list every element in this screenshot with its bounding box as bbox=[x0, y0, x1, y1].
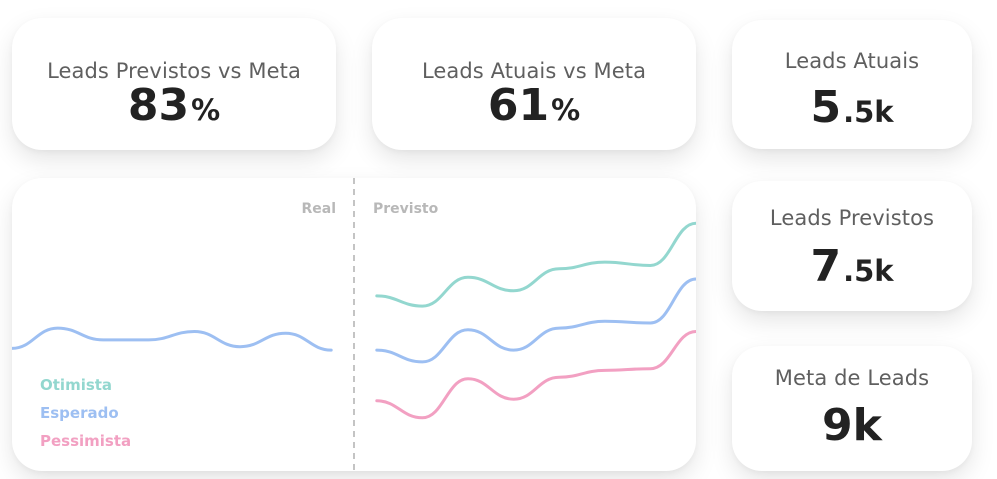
kpi-value: 61% bbox=[372, 84, 696, 128]
kpi-number: 83 bbox=[127, 80, 190, 131]
series-line-real bbox=[12, 326, 333, 352]
chart-legend: Otimista Esperado Pessimista bbox=[40, 376, 131, 450]
kpi-card-leads-atuais: Leads Atuais 5.5k bbox=[732, 20, 972, 149]
kpi-suffix: .5k bbox=[843, 95, 894, 129]
kpi-value: 5.5k bbox=[732, 86, 972, 130]
forecast-line-chart: Real Previsto Otimista Esperado Pessimista bbox=[12, 178, 696, 471]
kpi-label: Meta de Leads bbox=[774, 366, 930, 390]
series-layer bbox=[12, 221, 696, 420]
forecast-chart-card: Real Previsto Otimista Esperado Pessimista bbox=[12, 178, 696, 471]
phase-label-previsto: Previsto bbox=[373, 201, 439, 217]
kpi-value: 83% bbox=[12, 84, 336, 128]
kpi-card-leads-atuais-vs-meta: Leads Atuais vs Meta 61% bbox=[372, 18, 696, 150]
kpi-value: 7.5k bbox=[732, 245, 972, 289]
kpi-card-meta-de-leads: Meta de Leads 9k bbox=[732, 346, 972, 471]
series-line-pessimista bbox=[375, 330, 696, 420]
kpi-label: Leads Atuais vs Meta bbox=[421, 59, 647, 83]
kpi-label: Leads Previstos bbox=[769, 206, 935, 230]
series-line-otimista bbox=[375, 221, 696, 308]
kpi-card-leads-previstos: Leads Previstos 7.5k bbox=[732, 181, 972, 311]
phase-label-real: Real bbox=[301, 201, 336, 217]
kpi-number: 7 bbox=[810, 241, 842, 292]
kpi-label: Leads Atuais bbox=[784, 49, 920, 73]
kpi-unit: % bbox=[191, 93, 221, 127]
legend-item-esperado: Esperado bbox=[40, 404, 119, 422]
kpi-number: 61 bbox=[487, 80, 550, 131]
kpi-label: Leads Previstos vs Meta bbox=[47, 59, 301, 83]
kpi-number: 9k bbox=[822, 400, 882, 451]
legend-item-pessimista: Pessimista bbox=[40, 432, 131, 450]
kpi-value: 9k bbox=[732, 404, 972, 448]
series-line-esperado bbox=[375, 277, 696, 364]
kpi-suffix: .5k bbox=[843, 254, 894, 288]
legend-item-otimista: Otimista bbox=[40, 376, 112, 394]
kpi-number: 5 bbox=[810, 82, 842, 133]
kpi-unit: % bbox=[551, 93, 581, 127]
kpi-card-leads-previstos-vs-meta: Leads Previstos vs Meta 83% bbox=[12, 18, 336, 150]
